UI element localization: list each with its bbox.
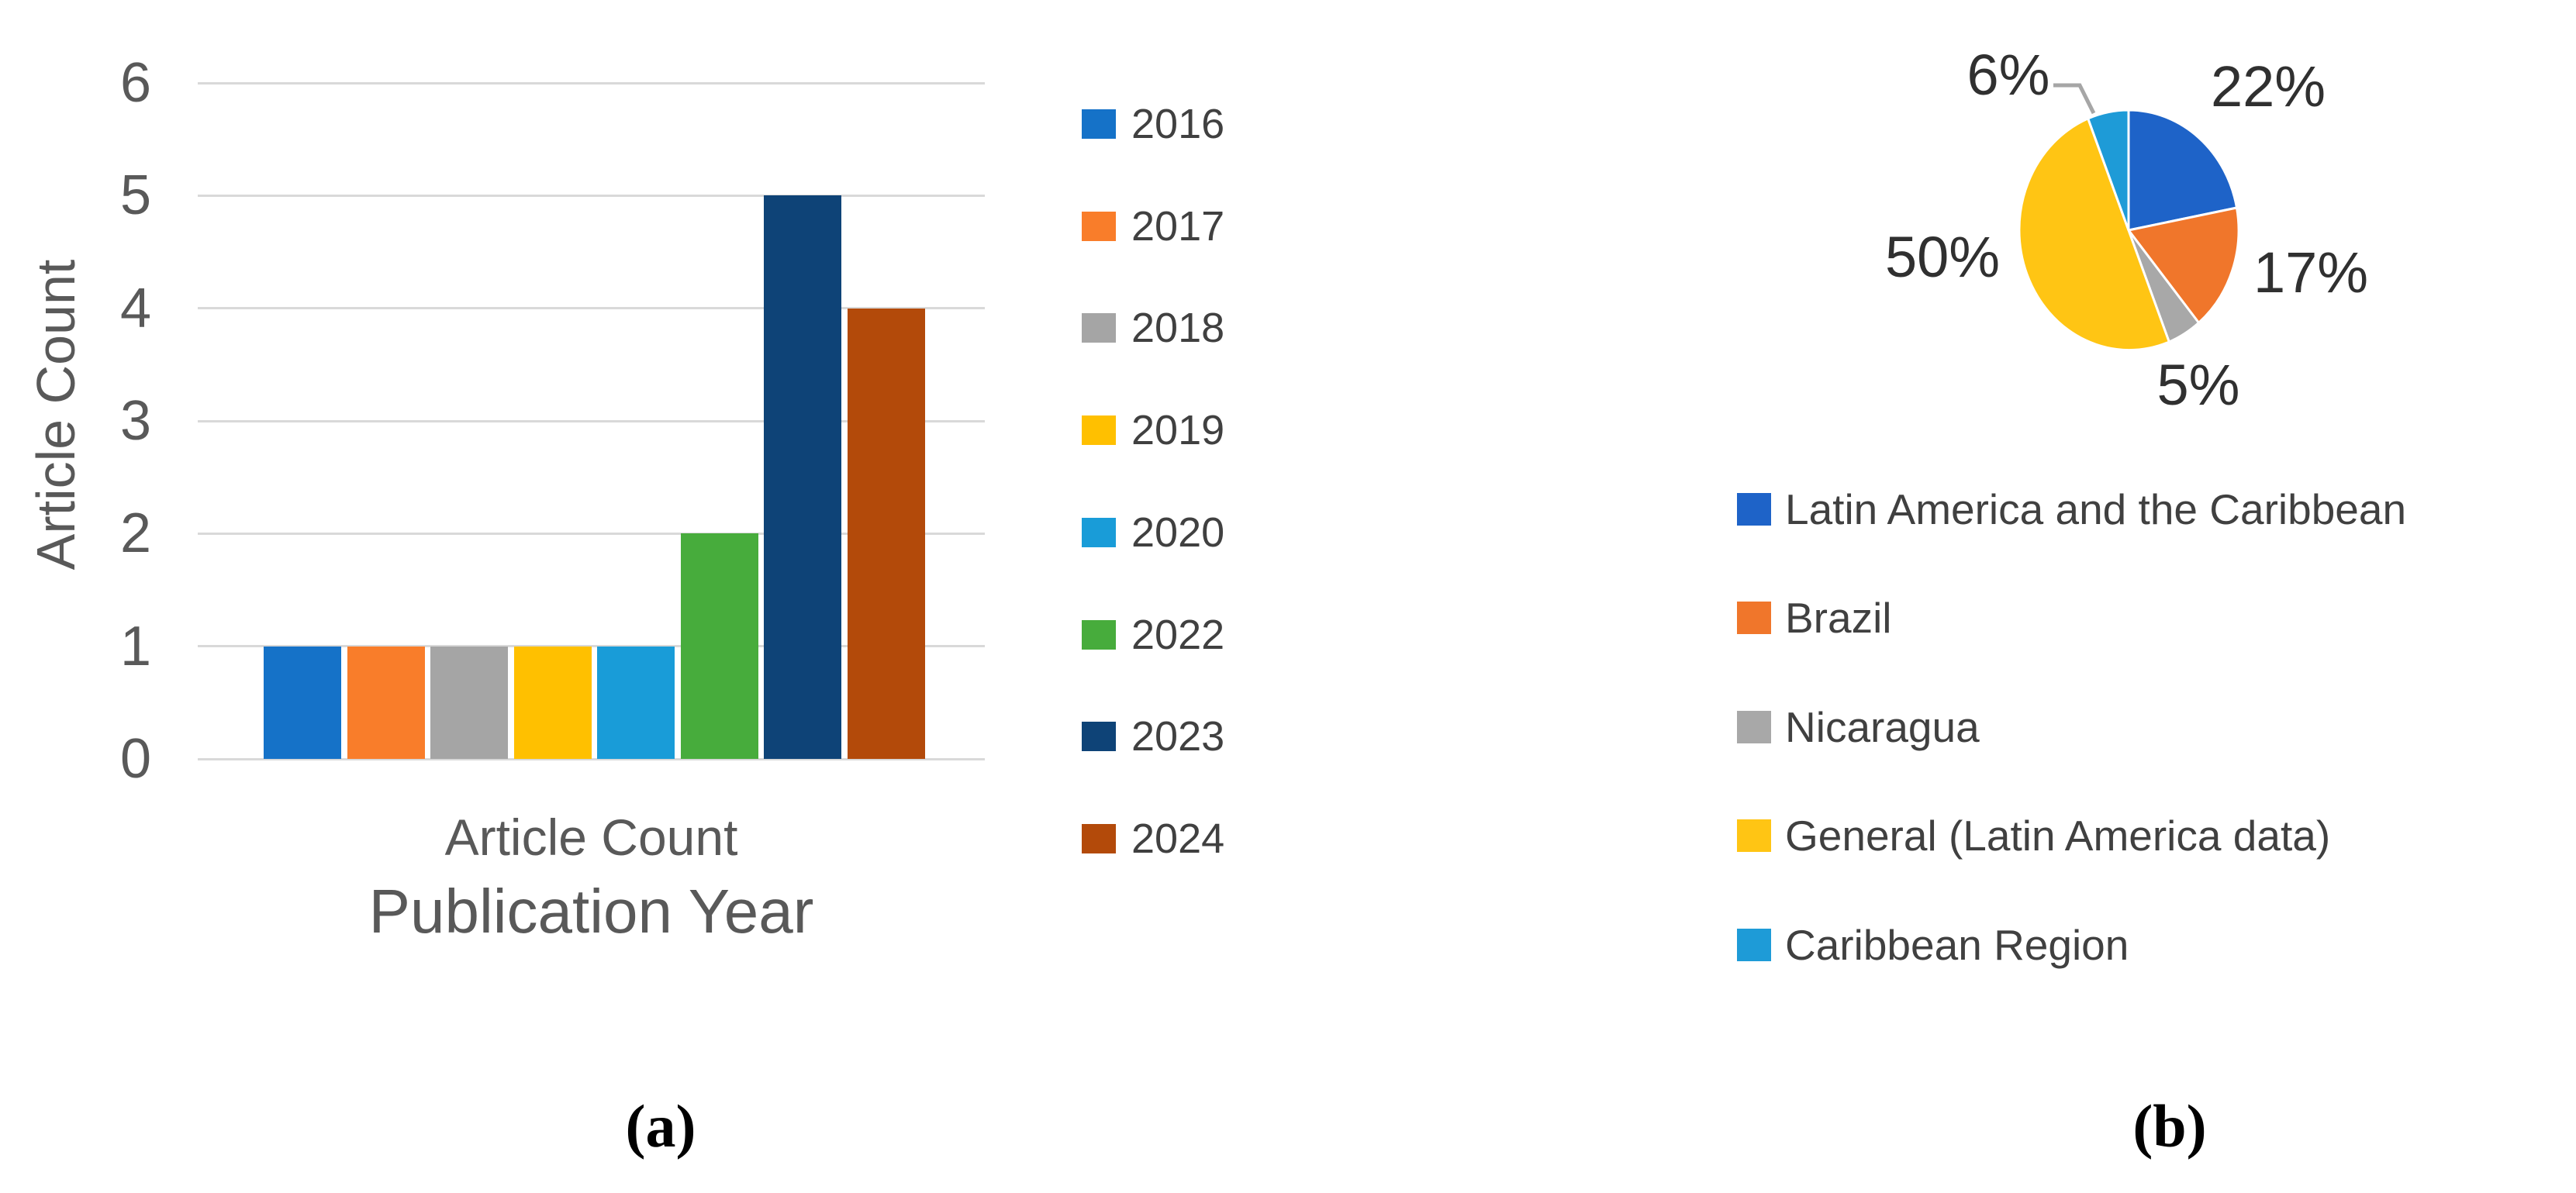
legend-a-label: 2022 (1131, 611, 1225, 658)
gridline-y2 (198, 532, 985, 535)
legend-a-item-2022: 2022 (1082, 611, 1224, 659)
pie-label-nicaragua: 5% (2156, 353, 2240, 417)
legend-swatch-icon (1737, 710, 1771, 743)
legend-swatch-2019-icon (1082, 415, 1116, 446)
legend-swatch-2018-icon (1082, 313, 1116, 343)
x-axis-category-label: Article Count (444, 809, 738, 866)
y-tick-label-1: 1 (119, 615, 151, 678)
legend-swatch-icon (1737, 928, 1771, 961)
legend-a-item-2020: 2020 (1082, 509, 1224, 557)
y-tick-label-5: 5 (119, 164, 151, 227)
legend-a-item-2019: 2019 (1082, 406, 1224, 454)
y-tick-label-3: 3 (119, 390, 151, 452)
bar-2016 (264, 646, 341, 759)
pie-label-caribbean-region: 6% (1967, 43, 2050, 107)
legend-a-label: 2024 (1131, 815, 1225, 862)
legend-a-item-2017: 2017 (1082, 202, 1224, 250)
gridline-y1 (198, 645, 985, 648)
legend-swatch-2020-icon (1082, 517, 1116, 547)
pie-label-latin-america: 22% (2210, 54, 2326, 119)
legend-a-item-2024: 2024 (1082, 815, 1224, 863)
gridline-y0 (198, 757, 985, 760)
legend-b-label: General (Latin America data) (1785, 812, 2331, 860)
caption-a: (a) (625, 1092, 696, 1160)
legend-swatch-2016-icon (1082, 109, 1116, 139)
pie-label-brazil: 17% (2253, 240, 2369, 305)
bar-2024 (847, 308, 925, 759)
bar-2019 (513, 646, 592, 759)
legend-b-item: Brazil (1737, 593, 1892, 643)
gridline-y6 (198, 81, 985, 84)
pie-slice-general-latin-america-data- (2018, 117, 2170, 352)
legend-swatch-icon (1737, 493, 1771, 526)
y-tick-label-2: 2 (119, 502, 151, 565)
legend-b-item: Latin America and the Caribbean (1737, 484, 2406, 534)
pie-slice-brazil (2127, 206, 2240, 324)
legend-a-label: 2020 (1131, 509, 1225, 556)
legend-swatch-2017-icon (1082, 211, 1116, 241)
legend-swatch-icon (1737, 602, 1771, 635)
legend-b-item: Nicaragua (1737, 702, 1980, 752)
y-tick-label-4: 4 (119, 277, 151, 340)
legend-a-label: 2023 (1131, 713, 1225, 760)
pie-label-general: 50% (1884, 225, 2001, 289)
bar-2017 (347, 646, 425, 759)
gridline-y3 (198, 419, 985, 422)
gridline-y4 (198, 307, 985, 310)
legend-b-item: Caribbean Region (1737, 920, 2129, 970)
legend-a-item-2016: 2016 (1082, 100, 1224, 148)
pie-slice-caribbean-region (2087, 109, 2130, 232)
legend-a-label: 2019 (1131, 407, 1225, 454)
legend-swatch-icon (1737, 819, 1771, 853)
pie-chart (2018, 83, 2240, 352)
bar-2023 (764, 195, 841, 759)
y-tick-label-6: 6 (119, 52, 151, 114)
bar-chart-legend: 2016 2017 2018 2019 2020 2022 2023 2024 (1082, 0, 1361, 891)
legend-a-label: 2018 (1131, 305, 1225, 352)
caption-b: (b) (2132, 1092, 2207, 1160)
bar-chart-plot-area (198, 81, 985, 760)
legend-a-label: 2016 (1131, 101, 1225, 147)
legend-a-item-2018: 2018 (1082, 304, 1224, 352)
legend-swatch-2022-icon (1082, 619, 1116, 650)
legend-b-item: General (Latin America data) (1737, 811, 2330, 860)
y-tick-label-0: 0 (119, 728, 151, 790)
bar-2018 (430, 646, 508, 759)
gridline-y5 (198, 194, 985, 197)
x-axis-title: Publication Year (368, 877, 814, 946)
legend-b-label: Latin America and the Caribbean (1785, 485, 2407, 533)
legend-b-label: Nicaragua (1785, 702, 1980, 751)
bar-2020 (597, 646, 675, 759)
pie-chart-legend: Latin America and the Caribbean Brazil Nic… (1737, 434, 2559, 992)
legend-a-label: 2017 (1131, 202, 1225, 250)
legend-b-label: Caribbean Region (1785, 920, 2129, 969)
leader-line-6pct-icon (2053, 83, 2096, 115)
legend-swatch-2024-icon (1082, 823, 1116, 853)
legend-swatch-2023-icon (1082, 722, 1116, 752)
bar-2022 (680, 533, 758, 759)
y-axis-tick-labels: 0 1 2 3 4 5 6 (31, 52, 151, 790)
legend-b-label: Brazil (1785, 594, 1892, 643)
legend-a-item-2023: 2023 (1082, 712, 1224, 760)
pie-slice-latin-america-and-the-caribbean (2127, 109, 2238, 232)
